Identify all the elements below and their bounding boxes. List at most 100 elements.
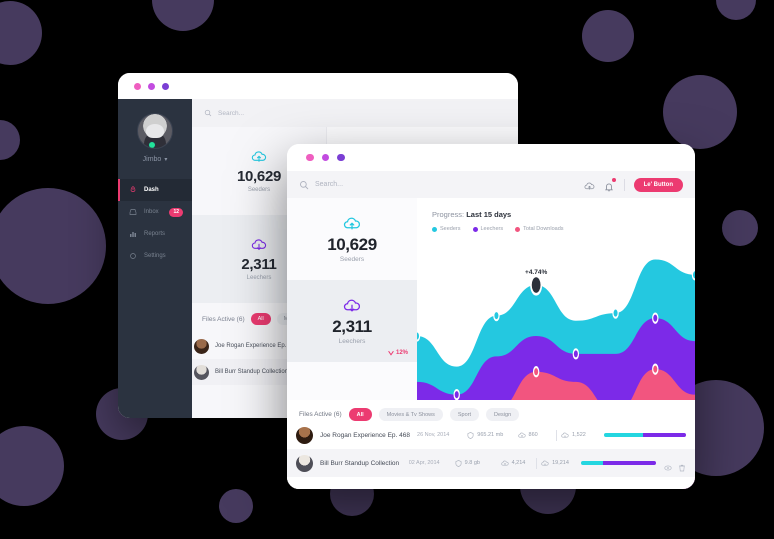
back-sidebar-username[interactable]: Jimbo ▾ bbox=[143, 156, 168, 163]
le-button[interactable]: Le' Button bbox=[633, 177, 683, 192]
back-window-titlebar bbox=[118, 73, 518, 99]
traffic-light-minimize[interactable] bbox=[148, 82, 155, 90]
file-date: 02 Apr, 2014 bbox=[408, 460, 440, 466]
cloud-up-icon[interactable] bbox=[584, 179, 595, 190]
chart-legend: Seeders Leechers Total Downloads bbox=[432, 226, 695, 232]
disk-icon bbox=[467, 431, 474, 439]
traffic-light-maximize[interactable] bbox=[337, 153, 345, 162]
notification-dot bbox=[611, 178, 616, 182]
sidebar-item-settings[interactable]: Settings bbox=[118, 245, 192, 267]
highlighted-data-point[interactable] bbox=[530, 274, 543, 296]
background-circle bbox=[219, 489, 253, 523]
stat-value: 10,629 bbox=[236, 167, 282, 185]
search-input[interactable]: Search... bbox=[315, 181, 344, 188]
file-name: Bill Burr Standup Collection bbox=[215, 369, 289, 375]
traffic-light-close[interactable] bbox=[306, 153, 314, 162]
search-bar[interactable]: Search... bbox=[299, 180, 584, 190]
table-row[interactable]: Joe Rogan Experience Ep. 468 bbox=[192, 333, 326, 359]
stat-value: 10,629 bbox=[327, 234, 377, 254]
sidebar-item-inbox[interactable]: Inbox 12 bbox=[118, 201, 192, 223]
background-circle bbox=[716, 0, 756, 20]
trash-icon[interactable] bbox=[678, 459, 686, 472]
file-size-value: 965.21 mb bbox=[477, 432, 504, 438]
file-seeders: 4,214 bbox=[501, 460, 533, 467]
back-sidebar: Jimbo ▾ Dash Inbox 12 Reports bbox=[118, 99, 192, 418]
filter-pill-design[interactable]: Design bbox=[486, 408, 520, 421]
data-point-marker bbox=[453, 388, 460, 401]
chart-title-value: Last 15 days bbox=[466, 210, 512, 219]
search-icon bbox=[204, 109, 212, 117]
sidebar-item-dash[interactable]: Dash bbox=[118, 179, 192, 201]
back-filter-pill-all[interactable]: All bbox=[250, 313, 271, 325]
file-seeders: 860 bbox=[517, 432, 553, 439]
inbox-icon bbox=[129, 209, 137, 215]
legend-item-total-downloads: Total Downloads bbox=[515, 226, 564, 232]
eye-icon[interactable] bbox=[664, 459, 672, 471]
progress-cyan-segment bbox=[580, 461, 604, 465]
legend-label: Total Downloads bbox=[523, 226, 564, 232]
data-point-marker bbox=[691, 269, 695, 281]
avatar bbox=[194, 364, 209, 380]
back-files-title: Files Active (6) bbox=[202, 315, 245, 323]
cell-divider bbox=[556, 429, 558, 441]
background-circle bbox=[0, 188, 106, 304]
data-point-marker bbox=[493, 309, 500, 322]
file-leechers: 1,522 bbox=[561, 432, 596, 439]
data-point-marker bbox=[652, 363, 659, 375]
legend-label: Leechers bbox=[480, 226, 504, 232]
cloud-up-icon bbox=[343, 217, 361, 230]
front-files-section: Files Active (6) All Movies & Tv Shows S… bbox=[287, 400, 695, 489]
filter-pill-sport[interactable]: Sport bbox=[449, 408, 480, 421]
cloud-up-icon bbox=[251, 150, 267, 162]
file-name: Bill Burr Standup Collection bbox=[320, 459, 400, 467]
traffic-light-close[interactable] bbox=[134, 82, 141, 90]
stat-card-leechers: 2,311 Leechers 12% bbox=[287, 280, 417, 362]
back-topbar: Search... bbox=[192, 99, 518, 127]
online-status-indicator bbox=[148, 141, 156, 148]
back-sidebar-profile[interactable]: Jimbo ▾ bbox=[118, 113, 192, 163]
chevron-down-icon: ▾ bbox=[164, 157, 168, 163]
cloud-down-icon bbox=[561, 432, 569, 438]
filter-pill-movies-tv[interactable]: Movies & Tv Shows bbox=[378, 408, 443, 421]
background-circle bbox=[722, 210, 758, 246]
progress-bar bbox=[580, 461, 657, 465]
file-leechers-value: 19,214 bbox=[552, 460, 569, 466]
avatar bbox=[194, 338, 209, 354]
filter-pill-all[interactable]: All bbox=[348, 408, 372, 421]
traffic-light-minimize[interactable] bbox=[321, 153, 329, 162]
sidebar-item-label: Settings bbox=[144, 253, 166, 259]
legend-swatch bbox=[472, 226, 478, 232]
table-row[interactable]: Bill Burr Standup Collection 02 Apr, 201… bbox=[287, 449, 695, 477]
gear-icon bbox=[130, 253, 136, 259]
progress-cyan-segment bbox=[603, 433, 644, 437]
cloud-down-icon bbox=[251, 238, 267, 250]
traffic-light-maximize[interactable] bbox=[162, 82, 169, 90]
toolbar-divider bbox=[623, 178, 625, 191]
front-window-titlebar bbox=[287, 144, 695, 171]
sidebar-item-reports[interactable]: Reports bbox=[118, 223, 192, 245]
file-size: 9.8 gb bbox=[455, 459, 501, 467]
data-point-marker bbox=[417, 330, 421, 342]
table-row[interactable]: Joe Rogan Experience Ep. 468 26 Nov, 201… bbox=[287, 421, 695, 449]
stat-value: 2,311 bbox=[241, 255, 277, 273]
search-input[interactable]: Search... bbox=[218, 109, 245, 117]
file-size-value: 9.8 gb bbox=[464, 460, 480, 466]
bell-icon[interactable] bbox=[604, 178, 616, 192]
front-topbar: Search... Le' Button bbox=[287, 171, 695, 198]
stat-value: 2,311 bbox=[332, 316, 372, 336]
progress-bar bbox=[603, 433, 686, 437]
legend-label: Seeders bbox=[440, 226, 461, 232]
background-circle bbox=[0, 120, 20, 160]
data-point-marker bbox=[532, 366, 540, 378]
file-leechers: 19,214 bbox=[541, 460, 573, 467]
rocket-icon bbox=[130, 186, 136, 192]
stat-delta-value: 12% bbox=[395, 350, 408, 356]
sidebar-item-label: Reports bbox=[144, 231, 166, 237]
arrow-down-icon bbox=[388, 350, 394, 356]
progress-purple-segment bbox=[603, 461, 656, 465]
search-icon bbox=[300, 180, 309, 189]
front-window: Search... Le' Button 10,629 Seeders 2,31… bbox=[287, 144, 695, 489]
file-leechers-value: 1,522 bbox=[572, 432, 586, 438]
file-name: Joe Rogan Experience Ep. 468 bbox=[215, 343, 299, 349]
chart-header: Progress: Last 15 days Seeders Leechers … bbox=[417, 198, 695, 232]
